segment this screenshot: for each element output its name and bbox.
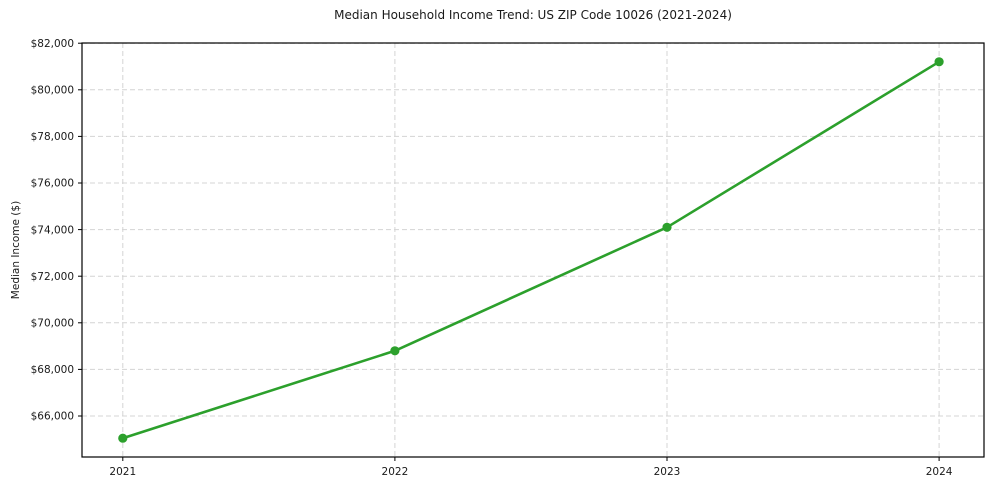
y-tick-label: $82,000: [31, 38, 74, 50]
y-tick-label: $76,000: [31, 178, 74, 190]
y-tick-label: $68,000: [31, 364, 74, 376]
y-tick-label: $74,000: [31, 224, 74, 236]
x-tick-label: 2022: [382, 466, 409, 478]
data-point-marker: [934, 57, 944, 67]
x-tick-label: 2021: [109, 466, 136, 478]
data-point-marker: [662, 222, 672, 232]
y-tick-label: $66,000: [31, 411, 74, 423]
x-tick-label: 2023: [654, 466, 681, 478]
y-tick-label: $72,000: [31, 271, 74, 283]
x-tick-label: 2024: [926, 466, 953, 478]
y-tick-label: $70,000: [31, 318, 74, 330]
chart-title: Median Household Income Trend: US ZIP Co…: [334, 8, 732, 22]
axes-spines: [81, 42, 985, 458]
income-trend-line: [121, 60, 941, 440]
y-tick-label: $78,000: [31, 131, 74, 143]
y-tick-label: $80,000: [31, 85, 74, 97]
data-point-marker: [390, 346, 400, 356]
data-point-marker: [118, 433, 128, 443]
